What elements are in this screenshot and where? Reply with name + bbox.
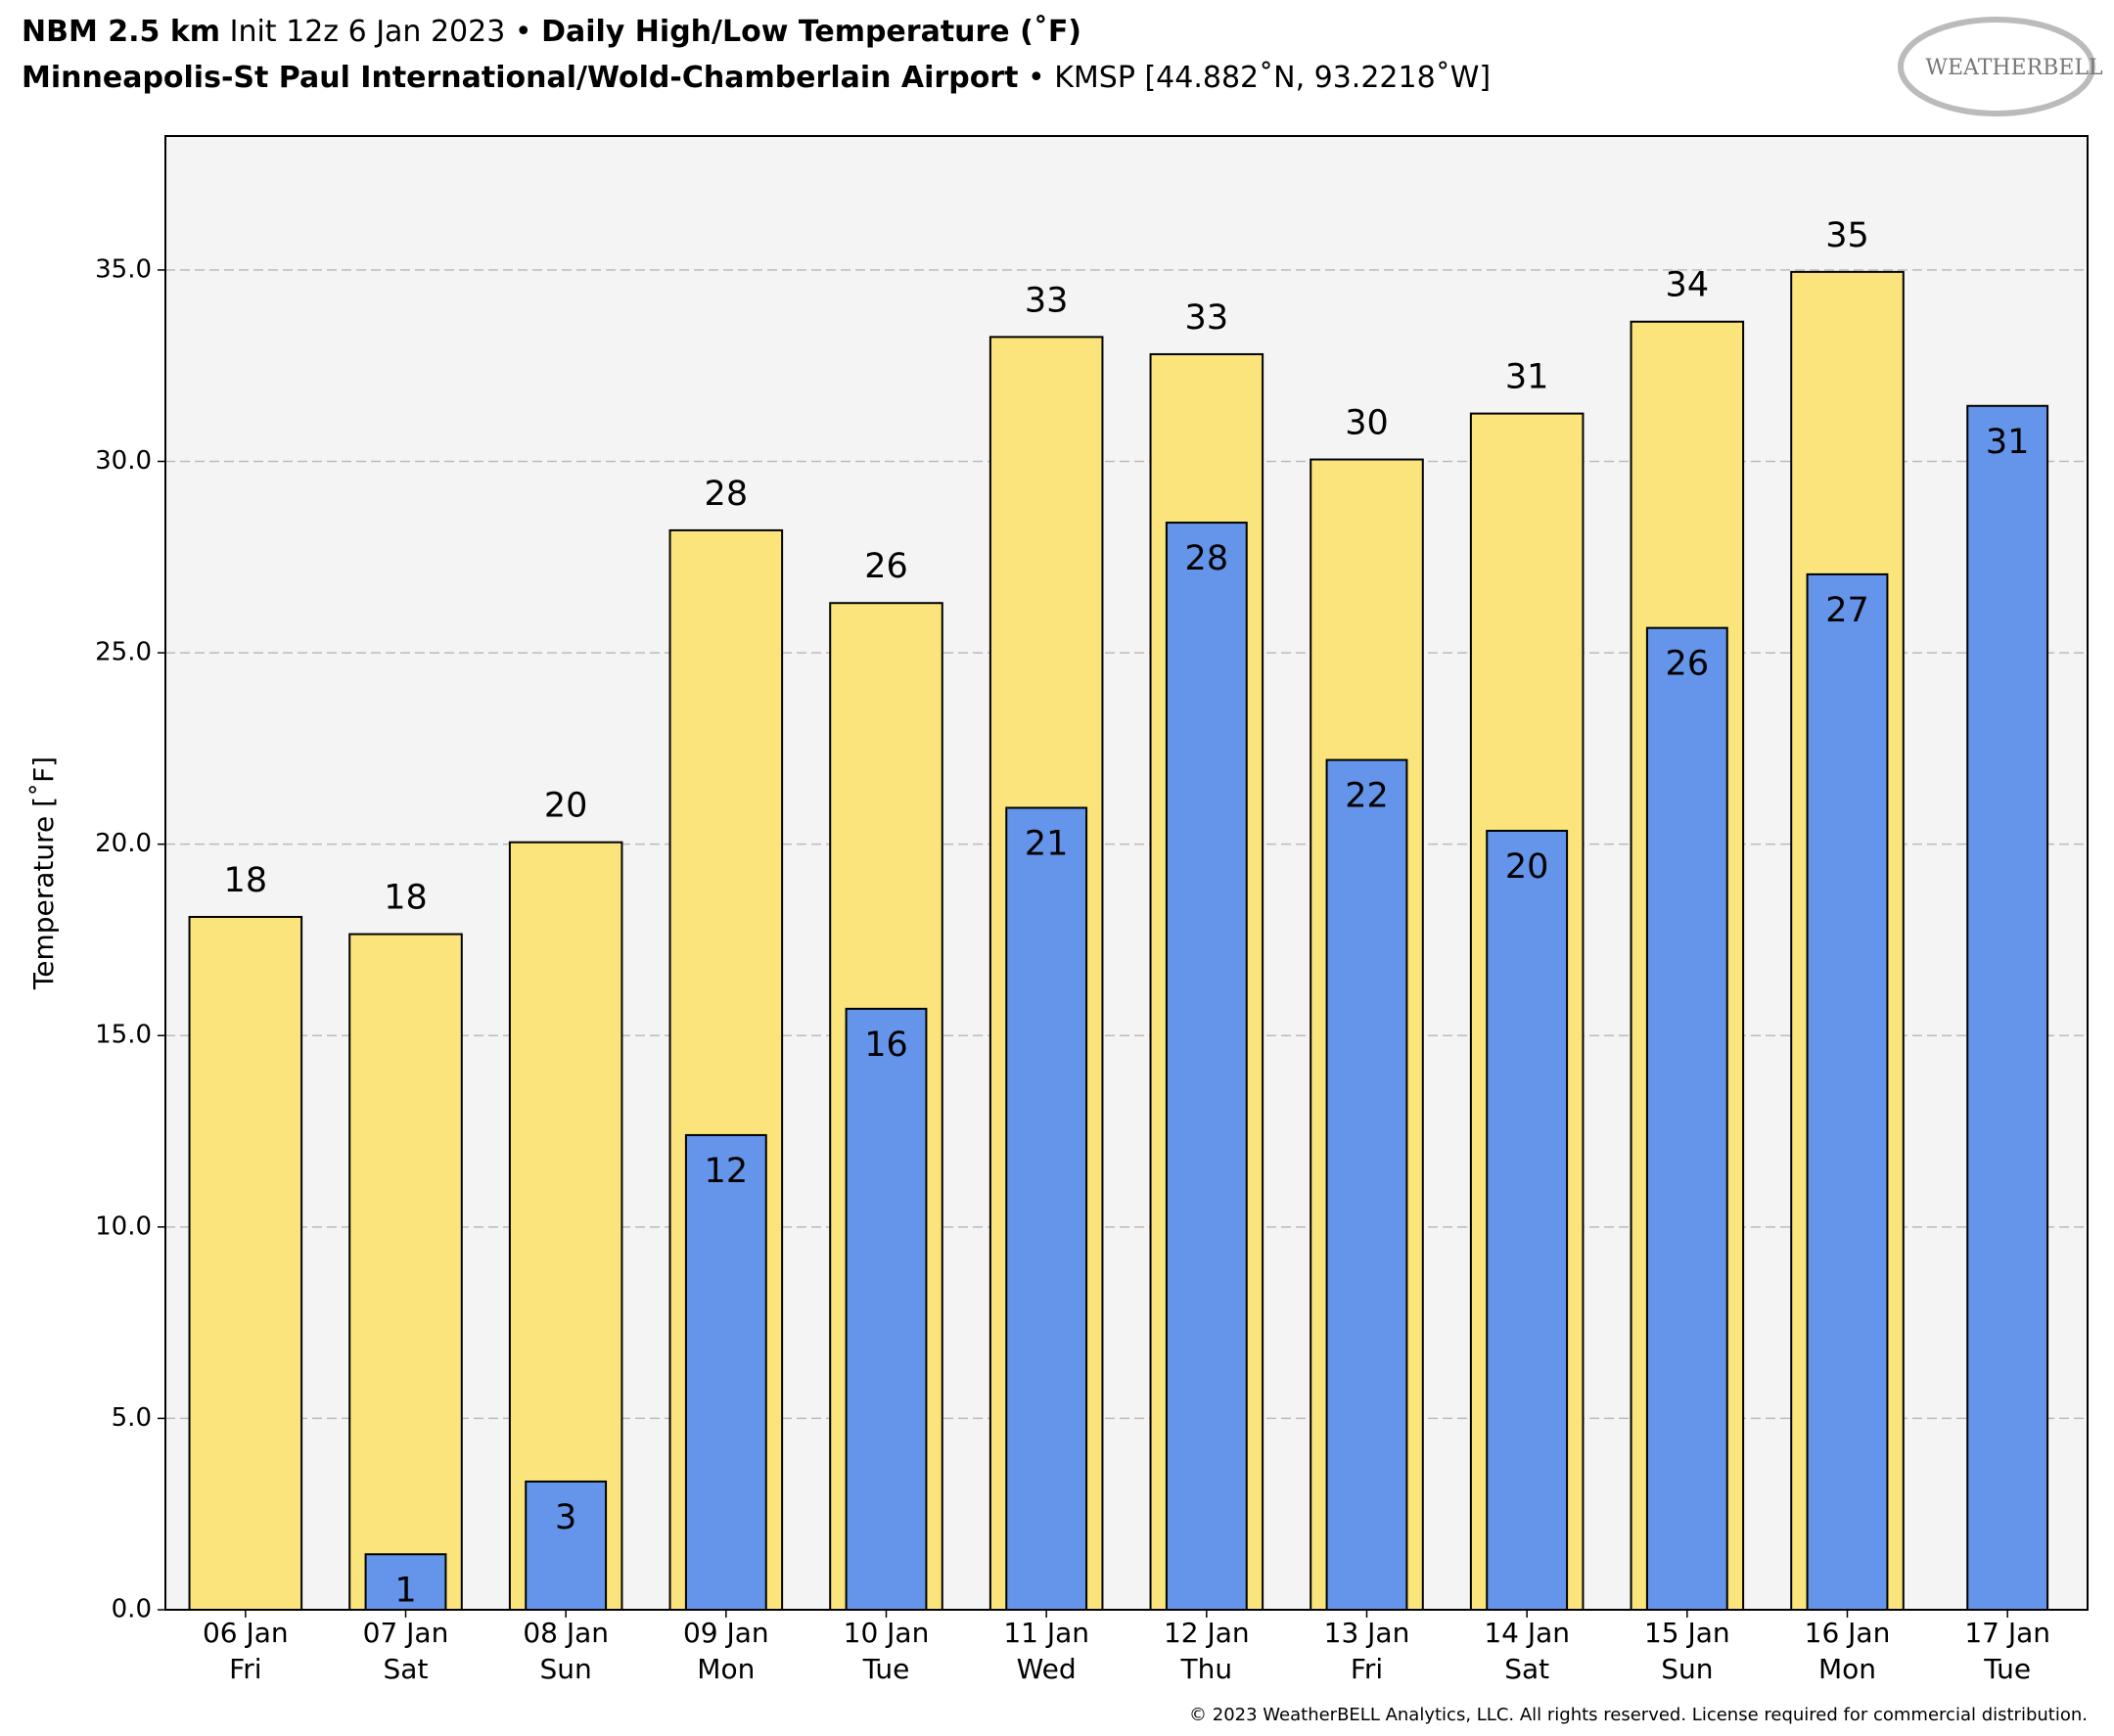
value-label: 34 bbox=[1666, 266, 1710, 305]
bar bbox=[1645, 626, 1728, 1611]
bar bbox=[525, 1480, 608, 1612]
bar bbox=[1005, 806, 1088, 1611]
value-label: 20 bbox=[1505, 847, 1549, 887]
x-tick-label: Thu bbox=[1180, 1653, 1233, 1685]
value-label: 20 bbox=[544, 787, 588, 826]
title-part: NBM 2.5 km bbox=[22, 15, 220, 49]
subtitle-part: • KMSP [44.882˚N, 93.2218˚W] bbox=[1018, 61, 1491, 95]
y-tick-label: 25.0 bbox=[95, 638, 152, 667]
value-label: 28 bbox=[1185, 539, 1229, 578]
bar bbox=[1806, 572, 1889, 1611]
value-label: 18 bbox=[384, 879, 428, 918]
bar bbox=[845, 1007, 928, 1612]
x-tick-label: Fri bbox=[229, 1653, 261, 1685]
value-label: 26 bbox=[864, 547, 908, 586]
x-tick-label: 13 Jan bbox=[1324, 1617, 1410, 1649]
logo: WEATHERBELL bbox=[1925, 56, 2103, 80]
x-tick-label: 11 Jan bbox=[1003, 1617, 1089, 1649]
value-label: 35 bbox=[1825, 216, 1869, 255]
value-label: 31 bbox=[1505, 358, 1549, 397]
value-label: 27 bbox=[1825, 591, 1869, 630]
value-label: 3 bbox=[555, 1498, 576, 1537]
x-tick-label: Mon bbox=[1818, 1653, 1876, 1685]
x-tick-label: 09 Jan bbox=[683, 1617, 769, 1649]
value-label: 30 bbox=[1345, 404, 1389, 443]
bar bbox=[1325, 758, 1408, 1611]
bar bbox=[364, 1553, 447, 1611]
x-tick-label: Sat bbox=[1504, 1653, 1549, 1685]
value-label: 16 bbox=[864, 1026, 908, 1065]
subtitle-part: Minneapolis-St Paul International/Wold-C… bbox=[22, 61, 1018, 95]
x-tick-label: Sat bbox=[384, 1653, 429, 1685]
x-tick-label: Wed bbox=[1017, 1653, 1077, 1685]
value-label: 21 bbox=[1025, 825, 1069, 864]
x-tick-label: 12 Jan bbox=[1164, 1617, 1250, 1649]
bar bbox=[188, 915, 303, 1611]
x-tick-label: Mon bbox=[697, 1653, 755, 1685]
x-tick-label: 08 Jan bbox=[523, 1617, 609, 1649]
bar bbox=[1165, 522, 1248, 1611]
x-tick-label: 06 Jan bbox=[203, 1617, 289, 1649]
value-label: 33 bbox=[1185, 298, 1229, 338]
x-tick-label: 16 Jan bbox=[1805, 1617, 1891, 1649]
plot-frame bbox=[164, 135, 2089, 1611]
bar bbox=[348, 933, 463, 1611]
plot-area bbox=[165, 136, 2088, 1610]
value-label: 12 bbox=[705, 1152, 749, 1191]
title-part: Init 12z 6 Jan 2023 • bbox=[220, 15, 541, 49]
value-label: 26 bbox=[1666, 645, 1710, 684]
bar bbox=[1966, 404, 2049, 1611]
x-tick-label: Sun bbox=[1661, 1653, 1713, 1685]
value-label: 18 bbox=[224, 861, 268, 900]
value-label: 33 bbox=[1025, 281, 1069, 320]
title-part: Daily High/Low Temperature (˚F) bbox=[541, 14, 1081, 49]
x-tick-label: Sun bbox=[540, 1653, 592, 1685]
bar bbox=[1486, 829, 1569, 1611]
y-tick-label: 35.0 bbox=[95, 254, 152, 284]
value-label: 28 bbox=[705, 475, 749, 514]
y-tick-label: 10.0 bbox=[95, 1211, 152, 1241]
value-label: 1 bbox=[394, 1571, 416, 1610]
y-tick-label: 15.0 bbox=[95, 1021, 152, 1050]
value-label: 22 bbox=[1345, 777, 1389, 816]
y-tick-label: 30.0 bbox=[95, 446, 152, 476]
x-tick-label: 07 Jan bbox=[363, 1617, 449, 1649]
x-tick-label: 15 Jan bbox=[1644, 1617, 1730, 1649]
x-tick-label: 17 Jan bbox=[1964, 1617, 2050, 1649]
x-tick-label: Tue bbox=[1983, 1653, 2031, 1685]
y-axis-label: Temperature [˚F] bbox=[27, 756, 60, 990]
x-tick-label: Fri bbox=[1351, 1653, 1383, 1685]
x-tick-label: 10 Jan bbox=[844, 1617, 930, 1649]
value-label: 31 bbox=[1986, 423, 2030, 462]
x-tick-label: 14 Jan bbox=[1484, 1617, 1570, 1649]
bar bbox=[684, 1133, 767, 1612]
logo-swirl bbox=[1898, 17, 2095, 116]
y-tick-label: 5.0 bbox=[112, 1403, 152, 1433]
chart-title: NBM 2.5 km Init 12z 6 Jan 2023 • Daily H… bbox=[22, 14, 1081, 49]
y-tick-label: 20.0 bbox=[95, 829, 152, 858]
chart-subtitle: Minneapolis-St Paul International/Wold-C… bbox=[22, 61, 1491, 95]
copyright: © 2023 WeatherBELL Analytics, LLC. All r… bbox=[1189, 1705, 2088, 1725]
x-tick-label: Tue bbox=[862, 1653, 910, 1685]
y-tick-label: 0.0 bbox=[112, 1595, 152, 1624]
